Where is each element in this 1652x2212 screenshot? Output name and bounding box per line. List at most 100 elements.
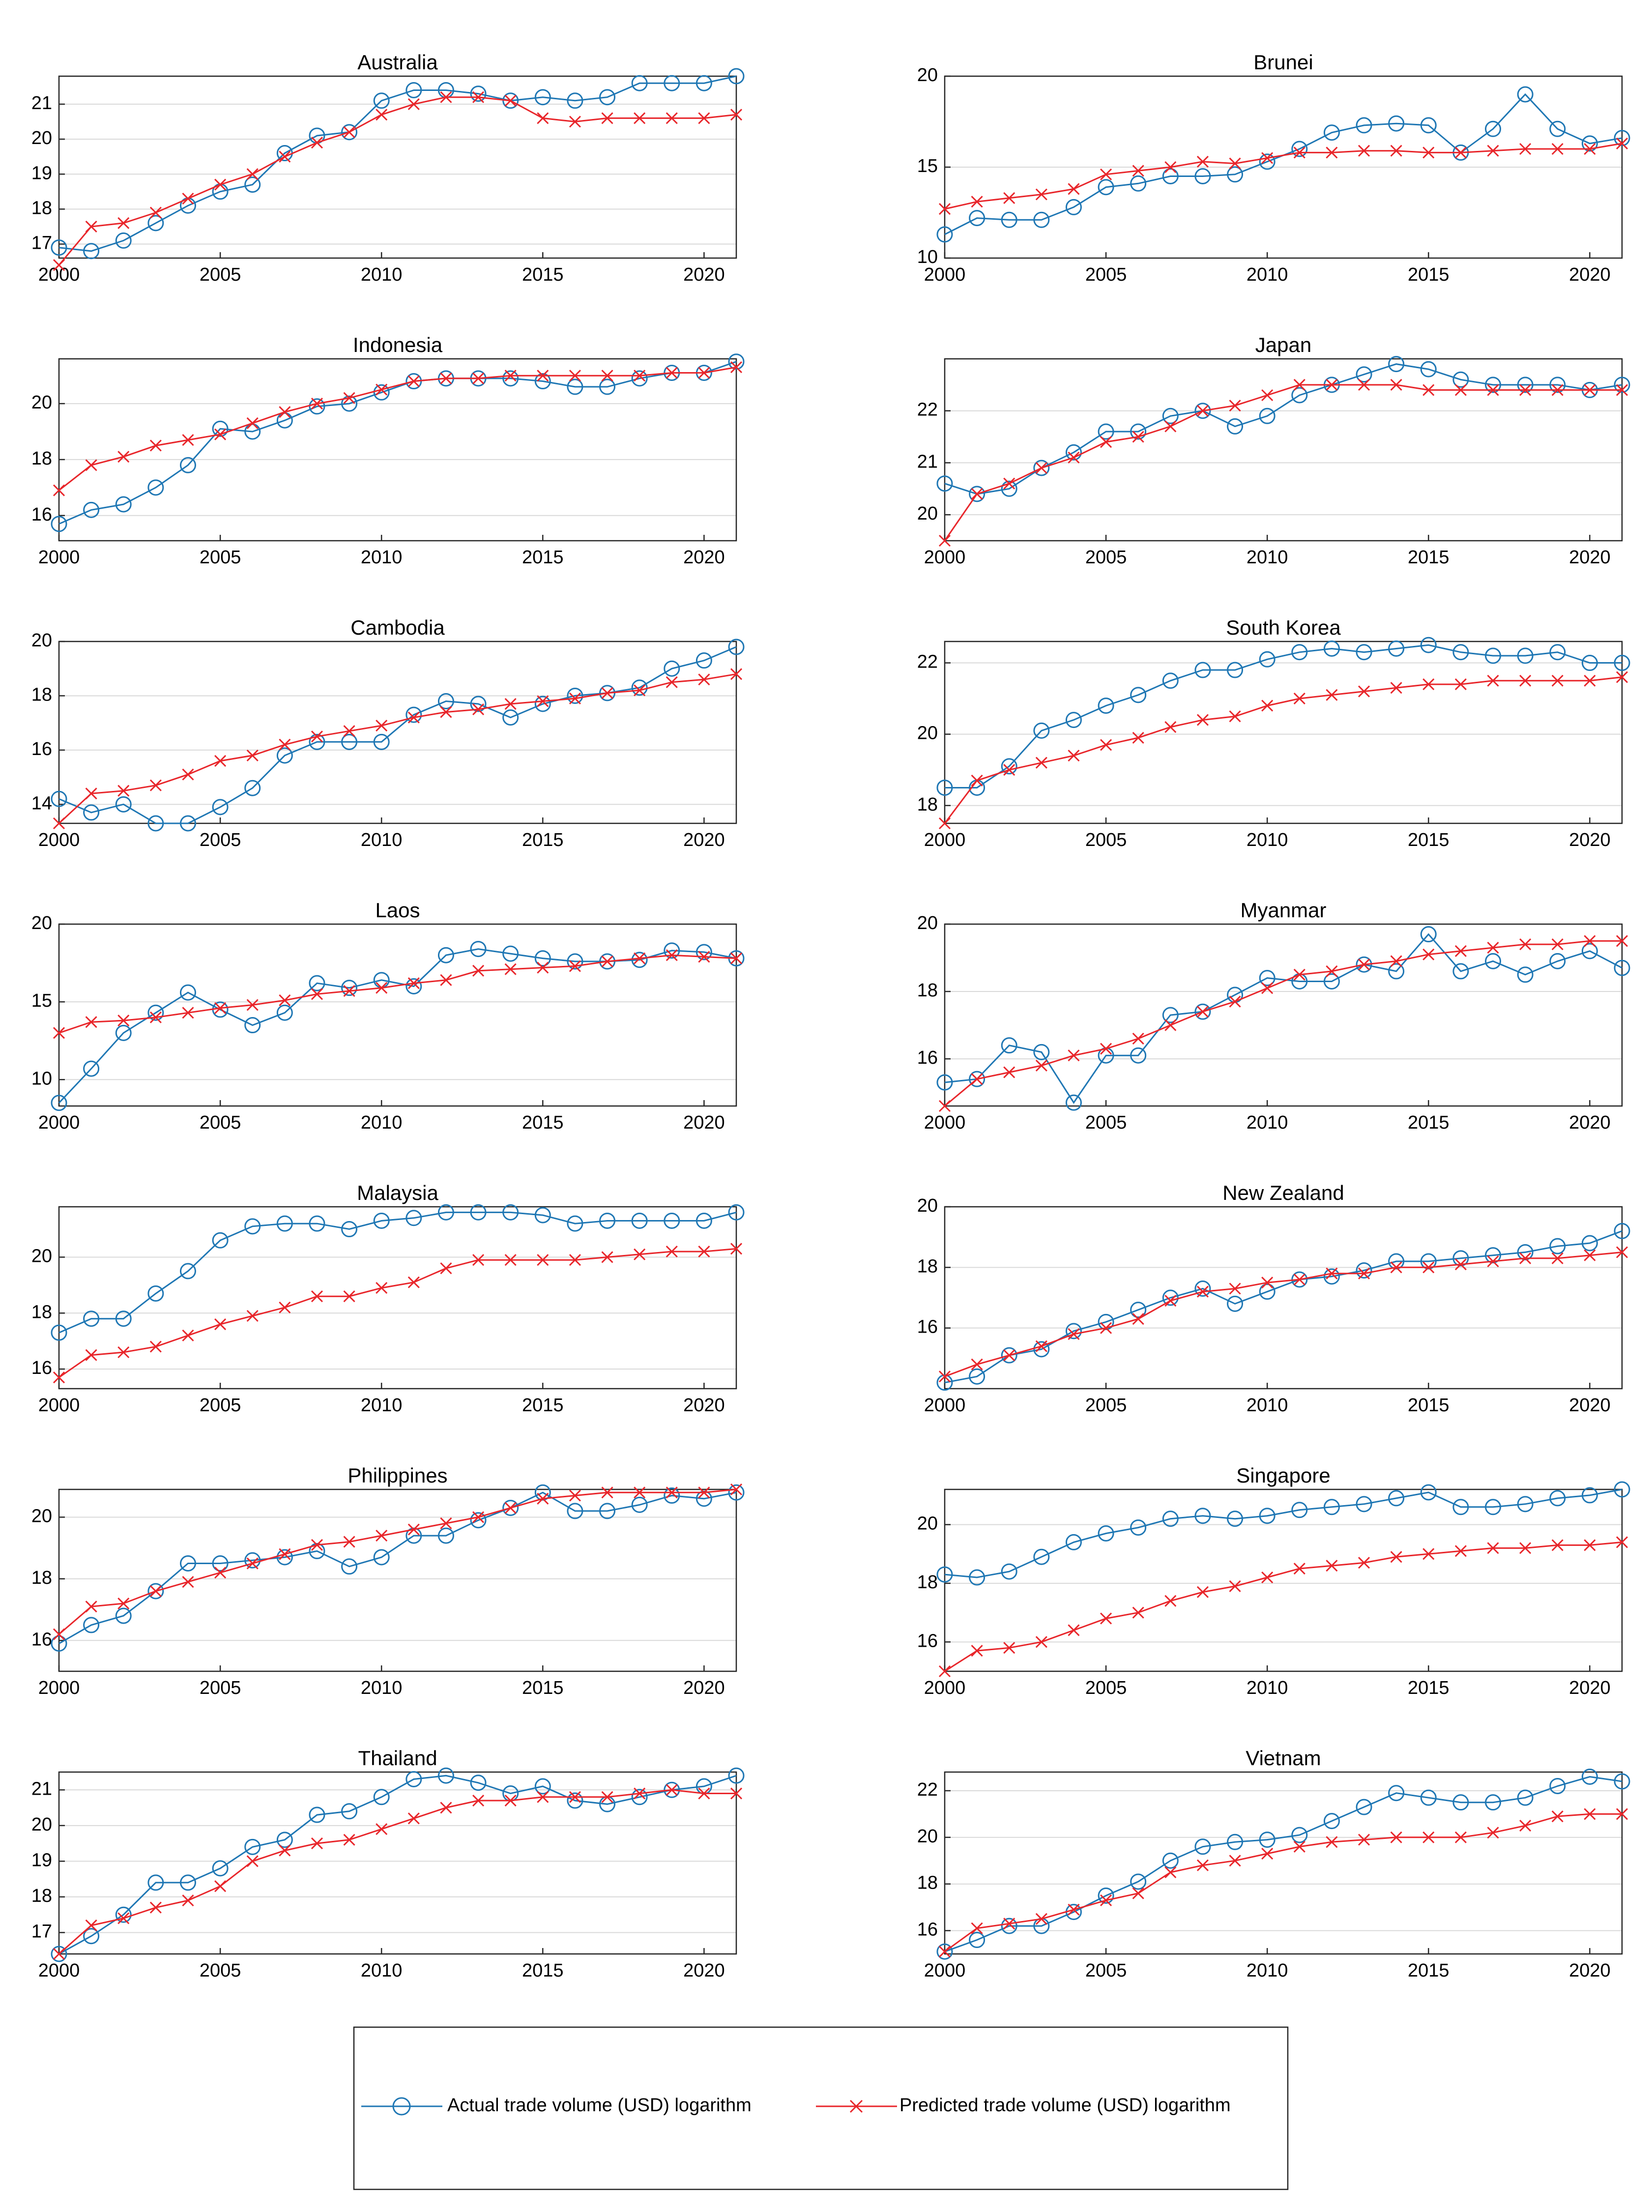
predicted-point (182, 1007, 194, 1019)
actual-point (1485, 953, 1502, 969)
axes-box (944, 1488, 1623, 1672)
actual-point (1098, 1313, 1114, 1330)
predicted-point (1422, 1261, 1435, 1274)
x-tick-label: 2020 (683, 1395, 725, 1416)
predicted-point (1454, 1831, 1467, 1843)
predicted-point (376, 1823, 388, 1835)
actual-point (1001, 1563, 1017, 1580)
predicted-point (311, 137, 323, 149)
predicted-point (730, 1243, 743, 1255)
predicted-point (214, 1567, 227, 1579)
predicted-point (1422, 1831, 1435, 1843)
predicted-point (1326, 146, 1338, 159)
actual-point (1259, 153, 1275, 170)
actual-point (534, 89, 551, 106)
actual-point (1194, 1281, 1211, 1297)
actual-point (341, 1803, 358, 1820)
predicted-point (246, 999, 259, 1011)
predicted-point (1164, 1019, 1177, 1031)
x-tick-label: 2020 (1569, 547, 1611, 568)
axes-box (944, 358, 1623, 542)
predicted-point (1035, 1913, 1047, 1925)
predicted-point (407, 1276, 420, 1288)
actual-series-line (58, 75, 737, 252)
actual-point (309, 975, 325, 991)
x-tick-label: 2020 (1569, 1960, 1611, 1981)
axes-box (58, 1206, 737, 1390)
predicted-point (53, 1628, 65, 1640)
x-tick-label: 2005 (1085, 264, 1127, 285)
actual-point (437, 1527, 454, 1544)
actual-point (1227, 1834, 1244, 1850)
predicted-point (1003, 192, 1015, 204)
actual-point (1033, 1548, 1050, 1565)
actual-point (1549, 953, 1566, 969)
actual-point (83, 243, 100, 260)
actual-point (1517, 1496, 1534, 1513)
actual-point (1581, 943, 1598, 960)
actual-series-line (944, 363, 1623, 495)
actual-point (1001, 480, 1017, 497)
x-tick-label: 2015 (1408, 1960, 1449, 1981)
x-tick-label: 2005 (200, 1395, 241, 1416)
legend: Actual trade volume (USD) logarithm Pred… (353, 2026, 1289, 2190)
y-tick-label: 22 (917, 652, 938, 672)
y-tick-label: 16 (31, 739, 52, 759)
predicted-point (504, 963, 517, 975)
predicted-series-line (944, 940, 1622, 1107)
actual-point (1323, 640, 1340, 657)
plot-area (59, 359, 736, 541)
predicted-point (938, 1665, 951, 1678)
actual-point (696, 1212, 712, 1229)
predicted-point (1616, 1536, 1628, 1548)
actual-point (309, 1215, 325, 1232)
predicted-point (1422, 1548, 1435, 1560)
predicted-point (376, 383, 388, 396)
predicted-point (1293, 1273, 1305, 1286)
actual-point (1452, 1499, 1469, 1515)
actual-point (969, 486, 985, 502)
actual-point (147, 815, 164, 832)
predicted-point (1487, 384, 1499, 396)
x-tick-label: 2015 (522, 1112, 564, 1133)
x-tick-label: 2000 (924, 830, 966, 850)
actual-point (1549, 644, 1566, 661)
x-tick-label: 2000 (924, 1678, 966, 1698)
actual-point (115, 1607, 132, 1624)
predicted-point (1261, 982, 1274, 994)
actual-series-line (58, 1211, 737, 1334)
predicted-point (279, 738, 291, 751)
actual-point (1033, 1341, 1050, 1358)
actual-point (1130, 1302, 1147, 1318)
predicted-point (634, 1787, 646, 1800)
predicted-point (666, 949, 678, 961)
predicted-point (149, 439, 162, 452)
predicted-point (601, 1791, 613, 1803)
predicted-point (1261, 699, 1274, 712)
predicted-point (311, 1837, 323, 1850)
actual-point (276, 1549, 293, 1566)
actual-point (1323, 1499, 1340, 1515)
predicted-point (1261, 389, 1274, 402)
subplot-malaysia: 2000 2005 2010 2015 2020 16 18 20 Malaysia (31, 1181, 745, 1416)
subplot-title: Thailand (358, 1746, 437, 1770)
actual-point (631, 1789, 648, 1805)
actual-point (936, 1374, 953, 1391)
predicted-point (1422, 146, 1435, 159)
actual-point (179, 1263, 196, 1280)
actual-point (83, 1617, 100, 1633)
actual-point (1065, 1534, 1082, 1550)
legend-actual-label: Actual trade volume (USD) logarithm (447, 2095, 752, 2116)
predicted-point (85, 787, 97, 800)
actual-point (1356, 117, 1372, 134)
predicted-point (1164, 161, 1177, 174)
actual-point (1291, 1502, 1308, 1518)
predicted-point (1326, 1836, 1338, 1848)
predicted-point (1132, 1887, 1144, 1899)
legend-predicted-marker (849, 2099, 863, 2113)
x-tick-label: 2010 (1246, 1960, 1288, 1981)
actual-point (502, 1204, 519, 1221)
x-tick-label: 2005 (1085, 1112, 1127, 1133)
predicted-point (1164, 1295, 1177, 1307)
predicted-point (569, 370, 581, 382)
